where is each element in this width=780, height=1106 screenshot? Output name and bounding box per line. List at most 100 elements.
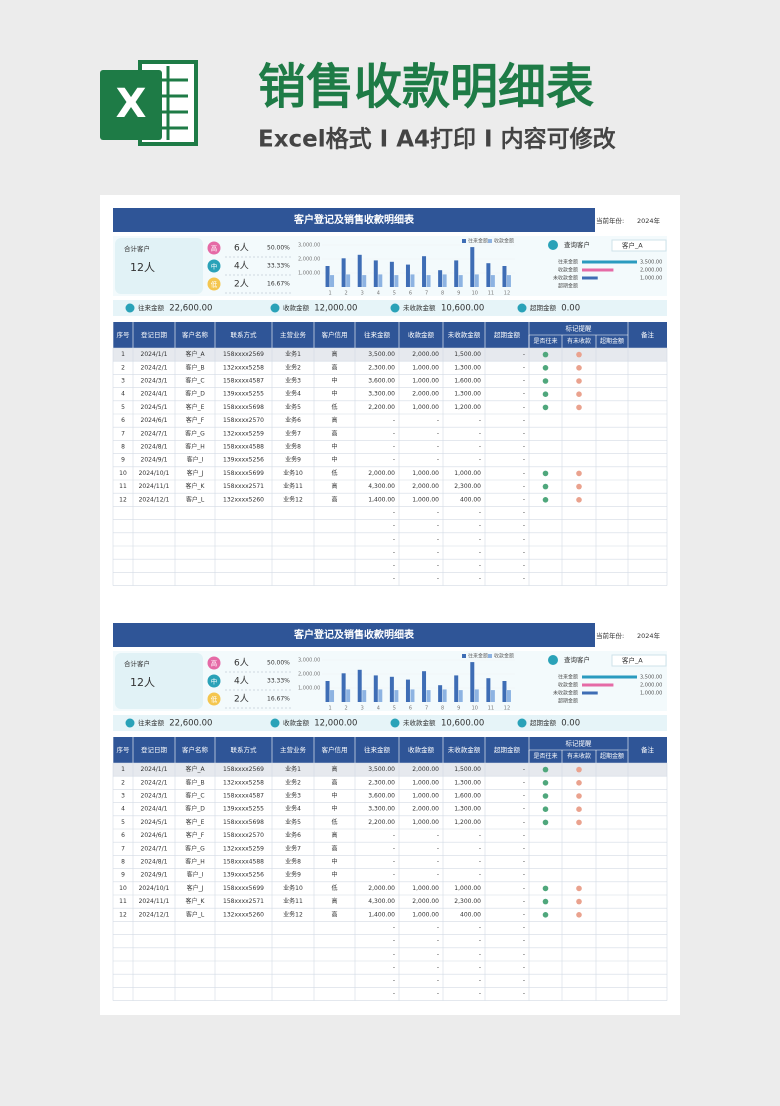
table-cell: -: [523, 898, 525, 905]
table-cell: -: [437, 549, 439, 556]
query-label: 查询客户: [564, 655, 590, 664]
table-cell: -: [393, 523, 395, 530]
table-cell: 2024/11/1: [139, 483, 170, 490]
table-cell: 中: [331, 456, 337, 464]
table-cell: 1,200.00: [454, 819, 481, 826]
y-tick-label: 3,000.00: [298, 243, 320, 249]
table-cell: -: [523, 562, 525, 569]
table-cell: -: [523, 378, 525, 385]
table-cell: 158xxxx5698: [223, 819, 264, 826]
bar: [325, 266, 330, 287]
table-cell: 业务5: [285, 818, 301, 826]
credit-badge: [207, 674, 221, 688]
table-cell: 1,000.00: [454, 885, 481, 892]
table-cell: 2,000.00: [412, 483, 439, 490]
table-cell: 2024/5/1: [141, 404, 168, 411]
table-cell: 2024/8/1: [141, 859, 168, 866]
table-cell: -: [437, 845, 439, 852]
bar: [330, 275, 335, 287]
table-cell: 业务3: [285, 792, 301, 800]
table-cell: 158xxxx2569: [223, 351, 264, 358]
table-cell: -: [437, 832, 439, 839]
table-cell: 2,300.00: [368, 364, 395, 371]
x-tick-label: 12: [504, 291, 510, 297]
table-cell: 5: [121, 404, 125, 411]
row-highlight: [113, 763, 667, 777]
flag-dot: [542, 404, 549, 411]
query-value[interactable]: 客户_A: [622, 656, 643, 665]
total-label: 合计客户: [124, 659, 150, 668]
icon-letter: X: [116, 81, 147, 127]
table-cell: -: [523, 964, 525, 971]
table-cell: 中: [331, 871, 337, 879]
header-cell: 登记日期: [141, 745, 168, 754]
row-highlight: [113, 348, 667, 362]
table-cell: 2024/2/1: [141, 779, 168, 786]
table-cell: -: [523, 470, 525, 477]
table-cell: 2024/1/1: [141, 766, 168, 773]
bar: [357, 254, 362, 287]
table-cell: 业务8: [285, 443, 301, 451]
table-cell: 业务10: [283, 469, 303, 477]
flag-dot: [576, 819, 582, 826]
table-cell: 1,300.00: [454, 779, 481, 786]
table-cell: 2,000.00: [368, 470, 395, 477]
y-tick-label: 1,000.00: [298, 271, 320, 277]
flag-dot: [542, 898, 549, 905]
credit-pct: 33.33%: [267, 263, 290, 270]
table-cell: 1,600.00: [454, 378, 481, 385]
legend-swatch: [488, 239, 492, 243]
table-cell: 1,500.00: [454, 351, 481, 358]
table-cell: 9: [121, 872, 125, 879]
table-cell: 132xxxx5260: [223, 911, 264, 918]
table-cell: 158xxxx2571: [223, 898, 264, 905]
table-cell: -: [523, 351, 525, 358]
table-cell: 2: [121, 364, 125, 371]
summary-icon: [390, 718, 400, 728]
search-icon: [548, 655, 558, 665]
table-cell: 客户_G: [185, 429, 205, 437]
table-cell: 业务7: [285, 844, 301, 852]
summary-value: 22,600.00: [169, 719, 212, 729]
table-cell: 10: [119, 885, 127, 892]
table-cell: 2024/3/1: [141, 378, 168, 385]
table-cell: 158xxxx4587: [223, 793, 264, 800]
summary-label: 收款金额: [283, 303, 310, 312]
flag-dot: [542, 912, 549, 918]
table-cell: 业务3: [285, 377, 301, 385]
excel-icon: X: [100, 60, 198, 146]
table-cell: 1,000.00: [412, 470, 439, 477]
table-cell: -: [393, 417, 395, 424]
x-tick-label: 7: [425, 291, 428, 297]
flag-dot: [576, 912, 582, 918]
table-cell: 2024/1/1: [141, 351, 168, 358]
flag-dot: [576, 766, 582, 773]
table-cell: 400.00: [460, 496, 481, 503]
bar: [438, 270, 443, 287]
table-cell: -: [523, 404, 525, 411]
table-cell: 业务1: [285, 350, 301, 358]
icon-grid: [150, 66, 188, 140]
header-cell: 联系方式: [231, 330, 258, 339]
table-cell: 158xxxx5698: [223, 404, 264, 411]
x-tick-label: 9: [457, 706, 460, 712]
legend-swatch: [462, 654, 466, 658]
bar: [442, 274, 447, 287]
table-cell: 客户_J: [187, 469, 204, 477]
flag-dot: [576, 483, 582, 490]
summary-icon: [390, 303, 400, 313]
table-cell: -: [437, 964, 439, 971]
table-cell: -: [393, 845, 395, 852]
table-cell: 1,300.00: [454, 806, 481, 813]
table-cell: 业务12: [283, 910, 303, 918]
bar: [502, 681, 507, 702]
table-cell: 1,000.00: [412, 819, 439, 826]
table-cell: -: [393, 832, 395, 839]
table-cell: -: [393, 549, 395, 556]
query-value[interactable]: 客户_A: [622, 241, 643, 250]
credit-badge: [207, 692, 221, 706]
table-cell: 2024/10/1: [139, 470, 170, 477]
credit-count: 2人: [234, 694, 249, 705]
summary-icon: [125, 718, 135, 728]
header-cell: 客户信用: [322, 745, 348, 754]
